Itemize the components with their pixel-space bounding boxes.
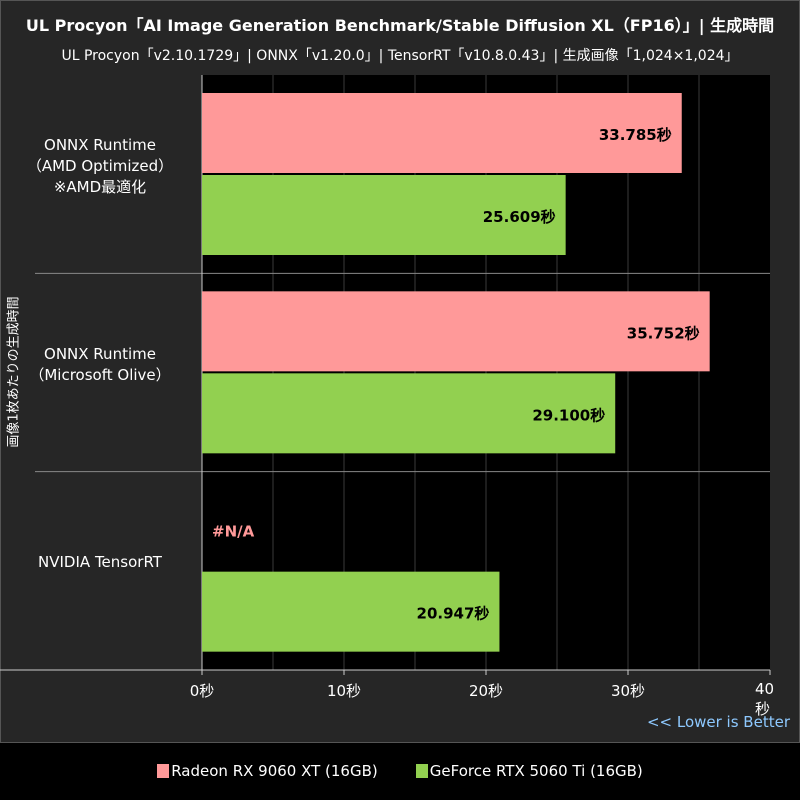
- legend-item-geforce: GeForce RTX 5060 Ti (16GB): [415, 762, 643, 780]
- legend-swatch: [415, 764, 428, 778]
- bar: [202, 93, 682, 173]
- chart-title: UL Procyon「AI Image Generation Benchmark…: [25, 16, 775, 35]
- lower-is-better-note: << Lower is Better: [646, 713, 790, 731]
- bar: [202, 571, 500, 652]
- legend: Radeon RX 9060 XT (16GB) GeForce RTX 506…: [0, 762, 800, 780]
- x-tick-label: 40秒: [755, 680, 775, 718]
- category-label-line: NVIDIA TensorRT: [38, 553, 162, 572]
- chart-svg: 33.785秒 25.609秒 35.752秒 29.100秒 #N/A 20.947秒: [0, 75, 771, 675]
- x-tick-label: 10秒: [326, 682, 362, 700]
- data-label: 20.947秒: [417, 605, 490, 623]
- category-label-line: （Microsoft Olive）: [29, 365, 171, 384]
- category-label: ONNX Runtime （AMD Optimized） ※AMD最適化: [0, 135, 200, 198]
- category-label-line: ONNX Runtime: [44, 135, 156, 154]
- data-label: 33.785秒: [599, 126, 672, 144]
- legend-item-radeon: Radeon RX 9060 XT (16GB): [157, 762, 378, 780]
- data-label-na: #N/A: [212, 523, 255, 541]
- bar: [202, 373, 616, 454]
- category-label: NVIDIA TensorRT: [0, 552, 200, 573]
- legend-label: GeForce RTX 5060 Ti (16GB): [429, 762, 643, 780]
- x-tick-label: 20秒: [468, 682, 504, 700]
- legend-swatch: [157, 764, 170, 778]
- category-label-line: ONNX Runtime: [44, 344, 156, 363]
- bar: [202, 175, 566, 255]
- x-tick-label: 30秒: [610, 682, 646, 700]
- data-label: 29.100秒: [532, 406, 605, 424]
- category-label-line: ※AMD最適化: [53, 177, 147, 196]
- legend-label: Radeon RX 9060 XT (16GB): [171, 762, 378, 780]
- category-label: ONNX Runtime （Microsoft Olive）: [0, 344, 200, 386]
- chart-subtitle: UL Procyon「v2.10.1729」| ONNX「v1.20.0」| T…: [61, 48, 739, 64]
- data-label: 25.609秒: [483, 208, 556, 226]
- bar: [202, 291, 710, 372]
- category-label-line: （AMD Optimized）: [26, 156, 174, 175]
- x-tick-label: 0秒: [189, 682, 215, 700]
- data-label: 35.752秒: [627, 324, 700, 342]
